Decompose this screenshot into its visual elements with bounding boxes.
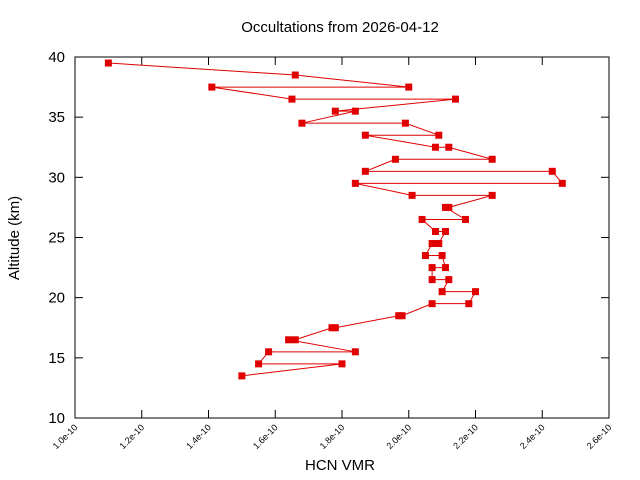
y-tick-label: 40 <box>48 49 65 66</box>
point-marker <box>351 348 359 356</box>
point-marker <box>428 276 436 284</box>
point-marker <box>465 300 473 308</box>
point-marker <box>441 264 449 272</box>
point-marker <box>338 360 346 368</box>
point-marker <box>441 203 449 211</box>
point-marker <box>431 227 439 235</box>
y-tick-label: 15 <box>48 350 65 367</box>
chart-title: Occultations from 2026-04-12 <box>241 19 439 36</box>
point-marker <box>445 276 453 284</box>
x-tick-label: 1.6e-10 <box>251 422 280 451</box>
y-tick-label: 35 <box>48 109 65 126</box>
point-marker <box>331 107 339 115</box>
point-marker <box>291 71 299 79</box>
x-tick-label: 2.2e-10 <box>451 422 480 451</box>
x-tick-label: 2.0e-10 <box>385 422 414 451</box>
point-marker <box>391 155 399 163</box>
x-tick-label: 2.4e-10 <box>518 422 547 451</box>
point-marker <box>395 312 403 320</box>
point-marker <box>291 336 299 344</box>
point-marker <box>488 191 496 199</box>
y-tick-label: 25 <box>48 230 65 247</box>
point-marker <box>441 227 449 235</box>
point-marker <box>208 83 216 91</box>
point-marker <box>431 143 439 151</box>
y-tick-label: 10 <box>48 410 65 427</box>
point-marker <box>428 240 436 248</box>
point-marker <box>351 179 359 187</box>
point-marker <box>401 119 409 127</box>
point-marker <box>418 215 426 223</box>
point-marker <box>461 215 469 223</box>
point-marker <box>445 143 453 151</box>
point-marker <box>438 288 446 296</box>
y-axis-label: Altitude (km) <box>6 196 23 280</box>
point-marker <box>255 360 263 368</box>
point-marker <box>288 95 296 103</box>
x-tick-label: 1.4e-10 <box>184 422 213 451</box>
point-marker <box>265 348 273 356</box>
point-marker <box>435 131 443 139</box>
point-marker <box>361 167 369 175</box>
point-marker <box>451 95 459 103</box>
point-marker <box>351 107 359 115</box>
point-marker <box>408 191 416 199</box>
point-marker <box>104 59 112 67</box>
point-marker <box>298 119 306 127</box>
point-marker <box>421 252 429 260</box>
point-marker <box>428 264 436 272</box>
x-tick-label: 1.2e-10 <box>118 422 147 451</box>
x-axis-label: HCN VMR <box>305 457 375 474</box>
point-marker <box>548 167 556 175</box>
x-tick-label: 1.8e-10 <box>318 422 347 451</box>
y-tick-label: 30 <box>48 169 65 186</box>
point-marker <box>285 336 293 344</box>
point-marker <box>361 131 369 139</box>
y-tick-label: 20 <box>48 290 65 307</box>
point-marker <box>472 288 479 296</box>
point-marker <box>328 324 336 332</box>
point-marker <box>428 300 436 308</box>
point-marker <box>238 372 246 380</box>
point-marker <box>435 240 443 248</box>
point-marker <box>488 155 496 163</box>
point-marker <box>405 83 413 91</box>
point-marker <box>438 252 446 260</box>
x-tick-label: 2.6e-10 <box>585 422 614 451</box>
point-marker <box>558 179 566 187</box>
